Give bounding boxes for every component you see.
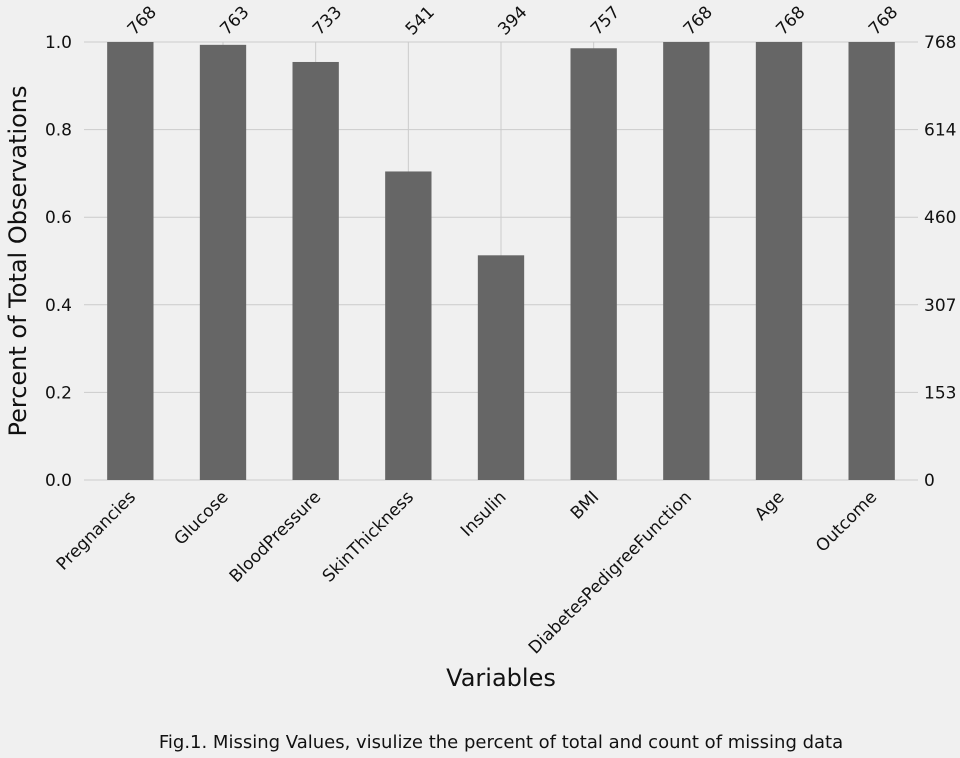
count-label: 768 [124, 2, 161, 39]
y2-tick-label: 614 [924, 121, 956, 141]
x-tick-label: Insulin [457, 487, 510, 540]
count-label: 768 [680, 2, 717, 39]
count-label: 733 [309, 2, 346, 39]
y-tick-label: 0.2 [45, 383, 72, 403]
x-tick-label: BMI [567, 487, 603, 523]
count-label: 763 [216, 2, 253, 39]
bar-SkinThickness [385, 171, 432, 481]
count-label: 394 [494, 2, 531, 39]
count-label: 768 [865, 2, 902, 39]
y2-tick-label: 460 [924, 208, 956, 228]
count-label: 768 [772, 2, 809, 39]
y-axis-label: Percent of Total Observations [4, 85, 32, 436]
y2-tick-label: 768 [924, 33, 956, 53]
y-tick-label: 0.8 [45, 121, 72, 141]
x-tick-label: Glucose [170, 487, 232, 549]
bar-BloodPressure [292, 61, 339, 480]
x-tick-label: Pregnancies [53, 487, 140, 574]
x-tick-label: BloodPressure [226, 487, 325, 586]
bar-Age [755, 42, 803, 480]
x-tick-label: SkinThickness [319, 487, 418, 586]
count-label: 757 [587, 2, 624, 39]
y-tick-label: 0.4 [45, 296, 72, 316]
bar-Insulin [477, 255, 525, 480]
y-tick-label: 0.6 [45, 208, 72, 228]
bar-DiabetesPedigreeFunction [663, 42, 710, 480]
y-tick-label: 1.0 [45, 33, 72, 53]
y2-tick-label: 307 [924, 296, 956, 316]
figure-caption: Fig.1. Missing Values, visulize the perc… [158, 732, 844, 753]
y2-tick-label: 153 [924, 383, 956, 403]
y-tick-label: 0.0 [45, 471, 72, 491]
count-label: 541 [402, 2, 439, 39]
bar-Pregnancies [107, 42, 154, 480]
bar-Glucose [199, 44, 247, 481]
x-tick-label: DiabetesPedigreeFunction [525, 487, 696, 658]
bar-Outcome [848, 42, 895, 480]
y2-tick-label: 0 [924, 471, 935, 491]
x-tick-label: Outcome [812, 487, 881, 556]
x-tick-label: Age [751, 487, 788, 524]
x-axis-label: Variables [446, 664, 556, 692]
bar-BMI [570, 48, 617, 481]
